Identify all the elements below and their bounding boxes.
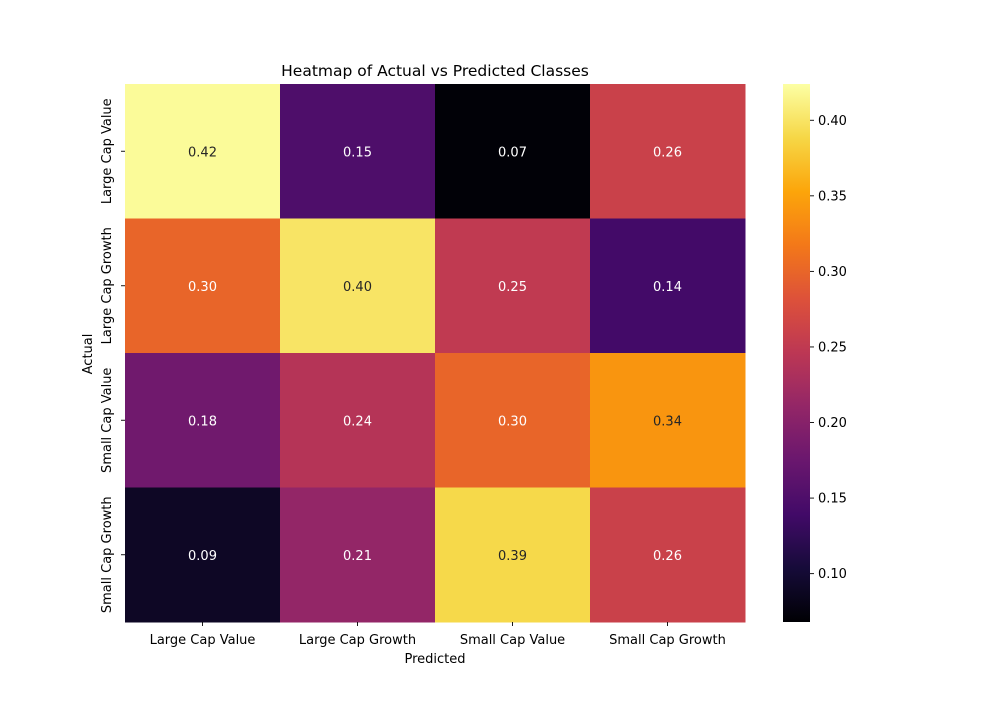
x-tick-label: Large Cap Growth	[299, 633, 416, 648]
heatmap-cell	[435, 218, 591, 354]
heatmap-cell	[280, 84, 436, 219]
heatmap-cells: 0.42 0.15 0.07 0.26 0.30 0.40 0.25 0.14 0.18 0.24…	[125, 84, 746, 623]
colorbar-tick-label: 0.30	[818, 265, 847, 280]
heatmap-cell	[435, 487, 591, 623]
x-tick-label: Small Cap Value	[460, 633, 565, 648]
heatmap-cell	[590, 84, 746, 219]
heatmap-cell	[280, 218, 436, 354]
cell-value-label: 0.40	[343, 280, 372, 295]
cell-value-label: 0.15	[343, 145, 372, 160]
cell-value-label: 0.14	[653, 280, 682, 295]
cell-value-label: 0.39	[498, 549, 527, 564]
colorbar-tick-label: 0.25	[818, 340, 847, 355]
y-tick-label: Small Cap Growth	[100, 496, 115, 613]
cell-value-label: 0.26	[653, 549, 682, 564]
cell-value-label: 0.34	[653, 414, 682, 429]
colorbar-tick-label: 0.10	[818, 567, 847, 582]
x-axis-ticks: Large Cap Value Large Cap Growth Small Cap…	[150, 622, 726, 648]
colorbar	[783, 84, 810, 622]
heatmap-cell	[125, 353, 281, 488]
cell-value-label: 0.42	[188, 145, 217, 160]
colorbar-tick-label: 0.40	[818, 114, 847, 129]
colorbar-tick-label: 0.15	[818, 492, 847, 507]
heatmap-cell	[435, 84, 591, 219]
cell-value-label: 0.30	[188, 280, 217, 295]
x-axis-label: Predicted	[404, 652, 465, 667]
y-axis-label: Actual	[81, 334, 96, 375]
cell-value-label: 0.24	[343, 414, 372, 429]
chart-title: Heatmap of Actual vs Predicted Classes	[281, 62, 589, 80]
heatmap-cell	[590, 353, 746, 488]
cell-value-label: 0.09	[188, 549, 217, 564]
cell-value-label: 0.26	[653, 145, 682, 160]
y-tick-label: Large Cap Growth	[100, 227, 115, 344]
heatmap-cell	[435, 353, 591, 488]
heatmap-cell	[125, 487, 281, 623]
heatmap-cell	[280, 353, 436, 488]
y-tick-label: Large Cap Value	[100, 98, 115, 204]
cell-value-label: 0.30	[498, 414, 527, 429]
colorbar-tick-label: 0.35	[818, 189, 847, 204]
cell-value-label: 0.18	[188, 414, 217, 429]
cell-value-label: 0.21	[343, 549, 372, 564]
heatmap-cell	[125, 84, 281, 219]
cell-value-label: 0.07	[498, 145, 527, 160]
cell-value-label: 0.25	[498, 280, 527, 295]
heatmap-cell	[280, 487, 436, 623]
heatmap-cell	[125, 218, 281, 354]
heatmap-cell	[590, 218, 746, 354]
y-axis-ticks: Large Cap Value Large Cap Growth Small Cap…	[100, 98, 125, 613]
x-tick-label: Small Cap Growth	[609, 633, 726, 648]
heatmap-cell	[590, 487, 746, 623]
colorbar-tick-label: 0.20	[818, 416, 847, 431]
x-tick-label: Large Cap Value	[150, 633, 256, 648]
colorbar-ticks: 0.10 0.15 0.20 0.25 0.30 0.35 0.40	[810, 114, 847, 582]
y-tick-label: Small Cap Value	[100, 368, 115, 473]
